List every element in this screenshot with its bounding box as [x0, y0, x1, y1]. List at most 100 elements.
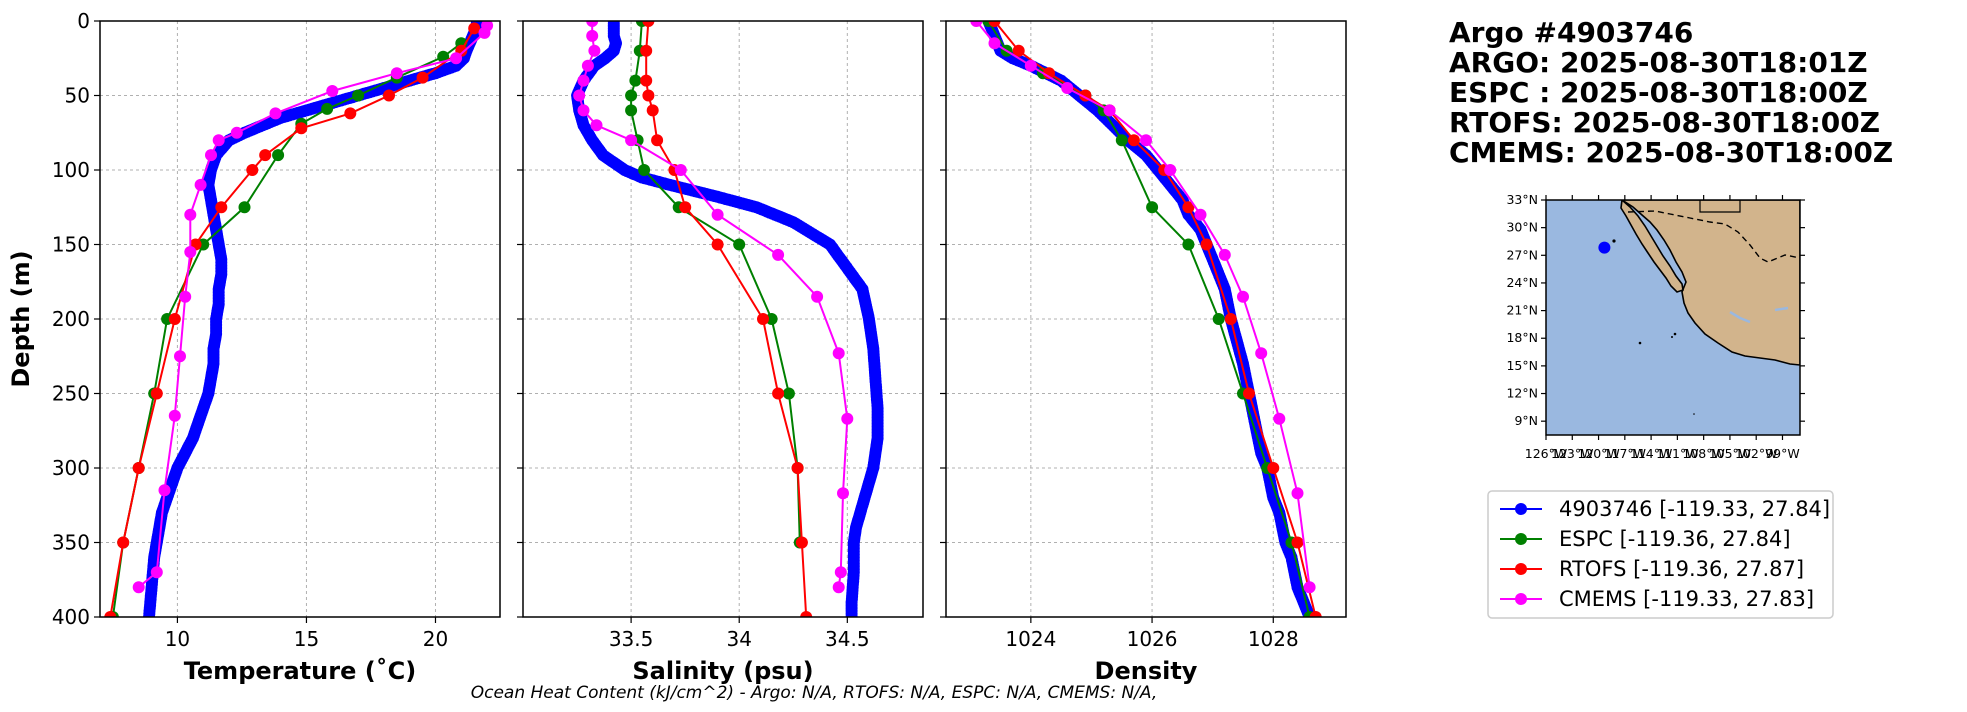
- point-rtofs: [215, 201, 228, 214]
- series-group: [970, 21, 1322, 617]
- point-cmems: [581, 59, 594, 72]
- y-tick-label: 150: [52, 233, 90, 257]
- point-espc: [629, 74, 642, 87]
- point-argo: [845, 611, 858, 617]
- legend: 4903746 [-119.33, 27.84] ESPC [-119.36, 2…: [1487, 490, 1834, 619]
- point-cmems: [625, 134, 638, 147]
- y-tick-label: 0: [77, 9, 90, 33]
- point-cmems: [212, 134, 225, 147]
- point-cmems: [590, 119, 603, 132]
- point-espc: [352, 89, 365, 102]
- point-cmems: [1140, 134, 1152, 147]
- line-espc: [111, 42, 462, 617]
- point-rtofs: [772, 387, 785, 400]
- density-panel: 1024 1026 1028: [940, 20, 1347, 651]
- point-rtofs: [1309, 611, 1322, 617]
- y-tick-label: 350: [52, 531, 90, 555]
- map-lon-tick-label: 99°W: [1765, 446, 1800, 461]
- point-cmems: [205, 149, 217, 162]
- map-lat-tick-label: 9°N: [1514, 413, 1538, 428]
- point-cmems: [1255, 347, 1268, 360]
- point-espc: [1212, 313, 1225, 325]
- map-lon-tick-label: 108°W: [1682, 446, 1724, 461]
- map-lat-tick-label: 30°N: [1506, 220, 1538, 235]
- x-axis-label-temperature: Temperature (˚C): [184, 657, 417, 685]
- point-cmems: [577, 104, 590, 117]
- temperature-panel: 0 50 100 150 200 250 300 350 400 10 15 20: [52, 9, 501, 651]
- point-espc: [1182, 238, 1195, 251]
- title-line-rtofs-time: RTOFS: 2025-08-30T18:00Z: [1449, 106, 1880, 139]
- legend-label: 4903746 [-119.33, 27.84]: [1559, 497, 1830, 521]
- point-cmems: [837, 487, 849, 500]
- point-espc: [625, 104, 638, 117]
- x-tick-label: 1026: [1127, 627, 1178, 651]
- point-cmems: [573, 89, 586, 102]
- series-group: [571, 21, 884, 617]
- y-axis-label: Depth (m): [7, 250, 35, 387]
- point-rtofs: [1043, 67, 1055, 80]
- map-lat-tick-label: 24°N: [1506, 275, 1538, 290]
- point-rtofs: [117, 536, 130, 549]
- point-espc: [321, 102, 334, 115]
- y-tick-label: 300: [52, 456, 90, 480]
- ohc-footer: Ocean Heat Content (kJ/cm^2) - Argo: N/A…: [471, 683, 1158, 703]
- point-rtofs: [642, 21, 655, 27]
- point-cmems: [1164, 164, 1177, 176]
- x-tick-label: 34.5: [825, 627, 870, 651]
- legend-marker: [1515, 503, 1527, 515]
- point-rtofs: [1012, 44, 1025, 57]
- title-line-espc-time: ESPC : 2025-08-30T18:00Z: [1449, 76, 1868, 109]
- point-cmems: [811, 290, 824, 303]
- point-rtofs: [640, 74, 653, 87]
- map-frame: [1545, 199, 1801, 436]
- point-cmems: [674, 164, 687, 176]
- map-land-baja: [1620, 200, 1684, 293]
- point-cmems: [1218, 248, 1231, 261]
- x-tick-label: 1024: [1005, 627, 1056, 651]
- legend-label: CMEMS [-119.33, 27.83]: [1559, 587, 1814, 611]
- point-cmems: [1194, 208, 1207, 221]
- point-rtofs: [132, 462, 145, 474]
- point-cmems: [1273, 412, 1286, 425]
- point-cmems: [150, 566, 163, 579]
- point-rtofs: [1243, 387, 1255, 400]
- point-rtofs: [383, 89, 395, 102]
- x-tick-label: 10: [165, 627, 190, 651]
- map-lon-tick-label: 114°W: [1630, 446, 1672, 461]
- point-cmems: [832, 347, 845, 360]
- map-ticks: 33°N 30°N 27°N 24°N 21°N 18°N 15°N 12°N 9°N 126°W…: [1506, 192, 1805, 461]
- legend-marker: [1515, 533, 1527, 545]
- point-cmems: [586, 29, 599, 42]
- point-rtofs: [711, 238, 724, 251]
- point-cmems: [1291, 487, 1304, 500]
- map-lake: [1729, 306, 1789, 324]
- point-rtofs: [679, 201, 692, 214]
- point-cmems: [179, 290, 192, 303]
- point-espc: [638, 164, 651, 176]
- map-lat-tick-label: 15°N: [1506, 358, 1538, 373]
- line-rtofs: [993, 21, 1317, 617]
- point-cmems: [390, 67, 403, 80]
- legend-marker: [1515, 593, 1527, 605]
- point-cmems: [832, 581, 845, 594]
- map-lat-tick-label: 12°N: [1506, 386, 1538, 401]
- point-espc: [765, 313, 778, 325]
- map-lon-tick-label: 126°W: [1525, 446, 1567, 461]
- point-rtofs: [795, 536, 808, 549]
- point-cmems: [772, 248, 785, 261]
- line-espc: [630, 21, 801, 543]
- point-cmems: [174, 350, 186, 363]
- salinity-panel: 33.5 34 34.5: [517, 20, 924, 651]
- point-cmems: [1024, 59, 1037, 72]
- point-rtofs: [150, 387, 163, 400]
- point-rtofs: [104, 611, 117, 617]
- legend-label: ESPC [-119.36, 27.84]: [1559, 527, 1791, 551]
- title-line-argo-id: Argo #4903746: [1449, 16, 1693, 49]
- point-cmems: [158, 484, 171, 497]
- point-cmems: [168, 409, 181, 422]
- map-island-revillagigedo-1: [1638, 341, 1642, 345]
- map-lon-tick-label: 105°W: [1709, 446, 1751, 461]
- point-rtofs: [1127, 134, 1140, 147]
- line-cmems: [138, 25, 489, 588]
- point-cmems: [1237, 290, 1249, 303]
